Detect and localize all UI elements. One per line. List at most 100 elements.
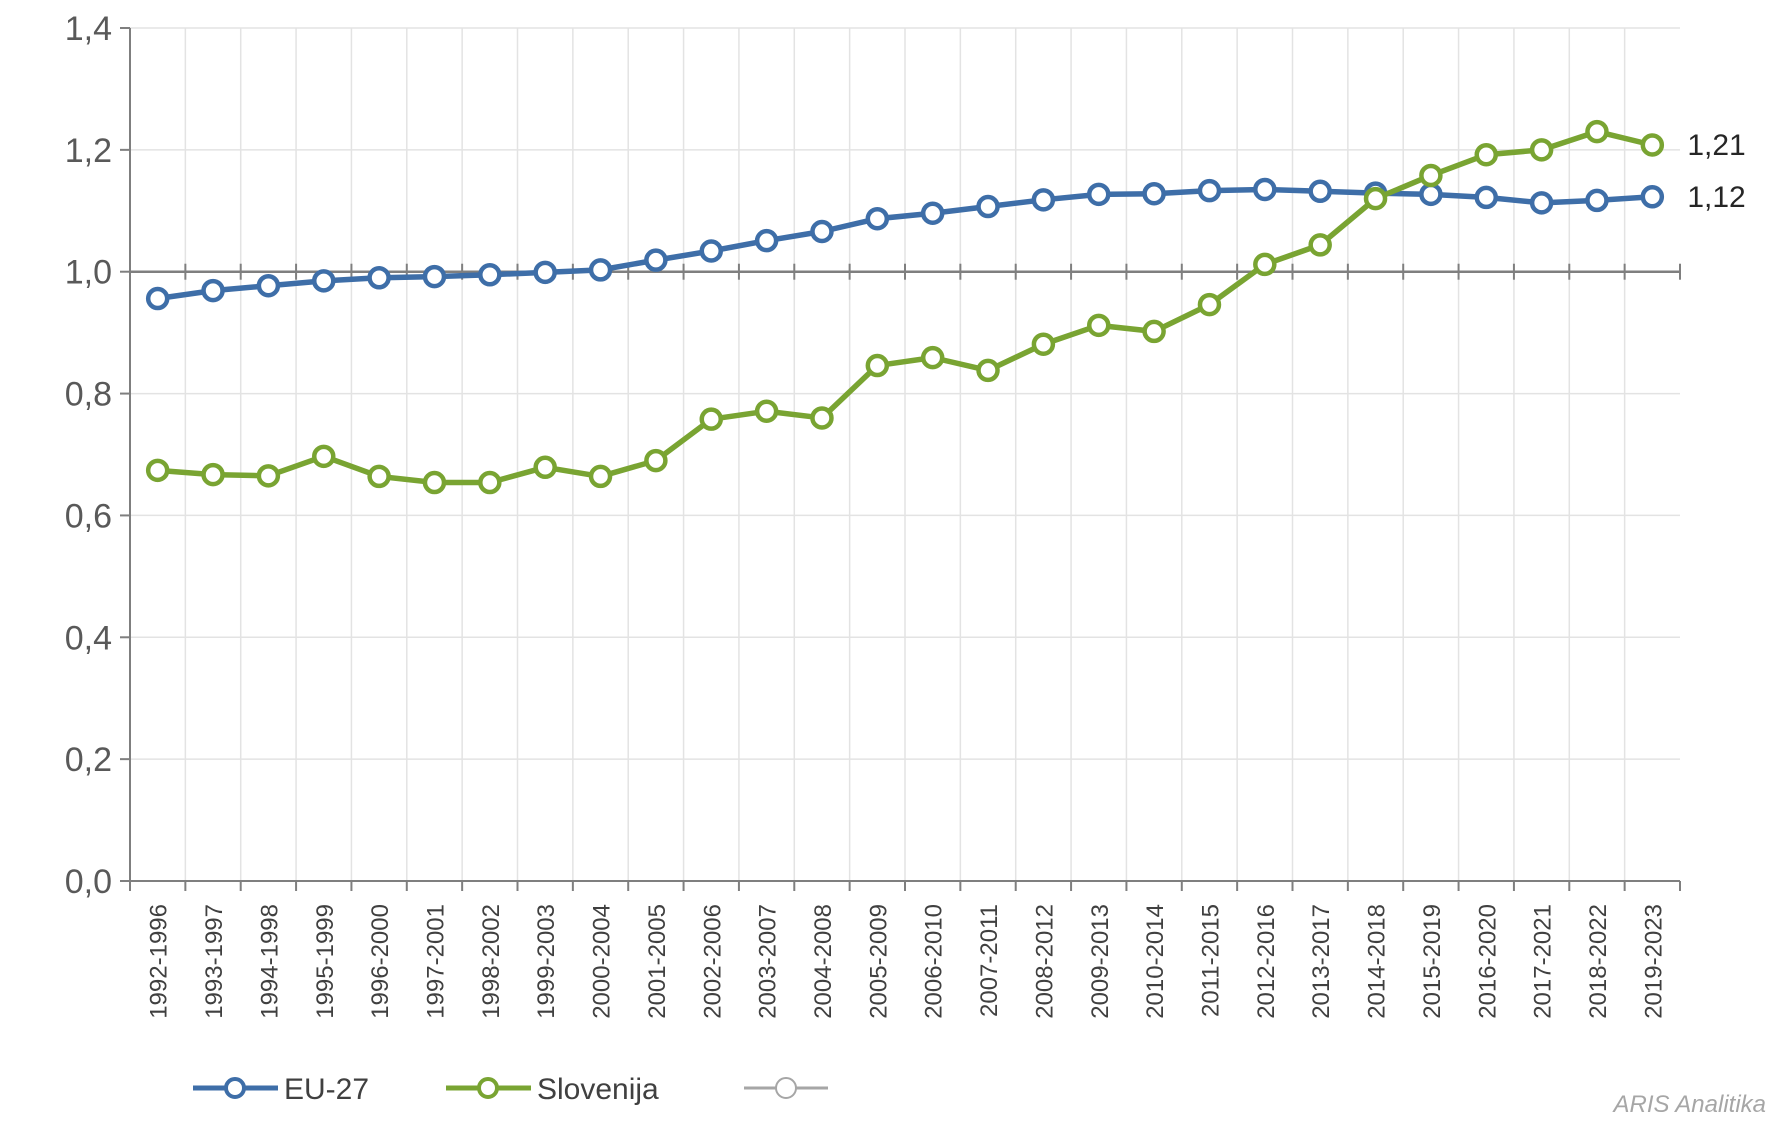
- end-label-slovenija: 1,21: [1687, 129, 1745, 162]
- data-point: [533, 260, 557, 285]
- data-point: [1197, 292, 1222, 317]
- data-point: [699, 239, 723, 263]
- data-point: [588, 464, 613, 489]
- y-tick-label: 0,2: [65, 741, 112, 779]
- legend-slovenija-marker: [477, 1077, 499, 1099]
- x-tick-label: 1995-1999: [312, 904, 339, 1019]
- data-point: [1142, 181, 1166, 206]
- data-point: [367, 464, 391, 489]
- data-point: [1087, 182, 1111, 207]
- data-point: [1253, 252, 1277, 277]
- x-tick-label: 1992-1996: [146, 904, 173, 1019]
- x-tick-label: 2000-2004: [589, 904, 616, 1019]
- x-tick-label: 2013-2017: [1308, 904, 1335, 1019]
- x-tick-label: 2018-2022: [1585, 904, 1612, 1019]
- data-point: [1031, 188, 1056, 212]
- x-tick-label: 2008-2012: [1031, 904, 1058, 1019]
- data-point: [976, 358, 1000, 383]
- x-tick-label: 2001-2005: [644, 904, 671, 1019]
- data-point: [256, 464, 281, 488]
- x-tick-label: 2012-2016: [1253, 904, 1280, 1019]
- data-point: [810, 219, 834, 244]
- series-eu27: [145, 177, 1665, 311]
- x-tick-label: 1999-2003: [533, 904, 560, 1019]
- data-point: [1253, 177, 1277, 202]
- data-point: [145, 458, 170, 483]
- series-line: [157, 128, 1653, 486]
- data-point: [1529, 191, 1554, 215]
- x-tick-label: 1997-2001: [422, 904, 449, 1019]
- x-tick-label: 1996-2000: [367, 904, 394, 1019]
- data-point: [312, 444, 336, 469]
- data-point: [256, 273, 281, 298]
- legend-label-eu27: EU-27: [284, 1073, 369, 1106]
- y-tick-label: 0,6: [65, 497, 112, 535]
- data-point: [754, 228, 779, 253]
- data-point: [810, 406, 834, 430]
- data-point: [588, 258, 613, 282]
- legend-item-unnamed: [744, 1077, 828, 1099]
- data-point: [201, 462, 225, 487]
- x-tick-label: 2011-2015: [1197, 904, 1224, 1017]
- legend: EU-27 Slovenija: [193, 1073, 828, 1106]
- data-point: [1640, 185, 1665, 209]
- data-point: [920, 201, 945, 225]
- data-point: [1419, 163, 1443, 188]
- x-tick-label: 2017-2021: [1530, 904, 1557, 1019]
- data-point: [976, 194, 1000, 219]
- x-tick-label: 2005-2009: [865, 904, 892, 1019]
- series-line: [157, 186, 1653, 302]
- series-lines: [145, 119, 1665, 495]
- x-tick-label: 2015-2019: [1419, 904, 1446, 1019]
- data-point: [312, 269, 336, 293]
- x-tick-label: 1994-1998: [256, 904, 283, 1019]
- data-point: [201, 278, 225, 303]
- legend-item-eu27: EU-27: [193, 1073, 369, 1106]
- legend-label-slovenija: Slovenija: [537, 1073, 659, 1106]
- data-point: [1529, 138, 1554, 162]
- x-tick-label: 2019-2023: [1640, 904, 1667, 1019]
- data-point: [422, 470, 447, 495]
- legend-eu27-marker: [224, 1077, 246, 1099]
- y-tick-label: 0,0: [65, 863, 112, 901]
- y-tick-label: 0,8: [65, 376, 112, 414]
- y-axis-ticks: 0,0 0,2 0,4 0,6 0,8 1,0 1,2 1,4: [65, 10, 130, 901]
- data-point: [1585, 188, 1609, 213]
- x-tick-label: 2002-2006: [699, 904, 726, 1019]
- data-point: [699, 407, 723, 431]
- data-point: [920, 345, 945, 370]
- data-point: [533, 455, 557, 480]
- x-axis-ticks: 1992-1996 1993-1997 1994-1998 1995-1999 1996…: [146, 904, 1668, 1019]
- data-point: [865, 353, 890, 378]
- data-point: [865, 206, 890, 231]
- x-tick-label: 2009-2013: [1087, 904, 1114, 1019]
- x-tick-label: 2010-2014: [1142, 904, 1169, 1019]
- x-tick-label: 2016-2020: [1474, 904, 1501, 1019]
- data-point: [1474, 142, 1498, 167]
- watermark: ARIS Analitika: [1611, 1091, 1766, 1118]
- data-point: [1585, 119, 1609, 144]
- data-point: [367, 266, 391, 290]
- data-point: [1308, 179, 1332, 204]
- data-point: [644, 248, 668, 272]
- x-tick-label: 2014-2018: [1364, 904, 1391, 1019]
- data-point: [478, 470, 502, 495]
- legend-unnamed-marker: [775, 1077, 797, 1099]
- y-tick-label: 0,4: [65, 619, 112, 657]
- data-point: [478, 263, 502, 287]
- data-point: [1474, 185, 1498, 210]
- x-tick-label: 2004-2008: [810, 904, 837, 1019]
- x-tick-label: 1998-2002: [478, 904, 505, 1019]
- data-point: [644, 448, 668, 473]
- data-point: [754, 399, 779, 423]
- data-point: [1419, 182, 1443, 207]
- series-slovenija: [145, 119, 1665, 495]
- x-tick-label: 1993-1997: [201, 904, 228, 1019]
- end-label-eu27: 1,12: [1687, 181, 1745, 214]
- gridlines: [130, 27, 1680, 881]
- data-point: [1197, 178, 1222, 203]
- data-point: [145, 286, 170, 311]
- data-point: [1142, 319, 1166, 344]
- data-point: [1363, 186, 1388, 211]
- y-tick-label: 1,4: [65, 10, 112, 48]
